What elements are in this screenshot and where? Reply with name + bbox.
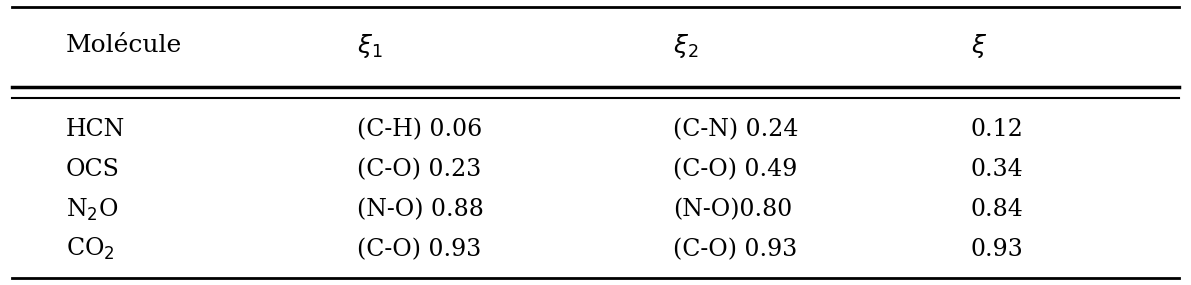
Text: Molécule: Molécule bbox=[66, 34, 182, 57]
Text: (C-O) 0.49: (C-O) 0.49 bbox=[673, 158, 797, 181]
Text: 0.84: 0.84 bbox=[971, 198, 1023, 221]
Text: (C-O) 0.23: (C-O) 0.23 bbox=[357, 158, 481, 181]
Text: (C-H) 0.06: (C-H) 0.06 bbox=[357, 118, 482, 141]
Text: $\xi_2$: $\xi_2$ bbox=[673, 32, 698, 60]
Text: (C-O) 0.93: (C-O) 0.93 bbox=[673, 238, 797, 261]
Text: $\xi$: $\xi$ bbox=[971, 32, 987, 60]
Text: 0.93: 0.93 bbox=[971, 238, 1023, 261]
Text: (C-N) 0.24: (C-N) 0.24 bbox=[673, 118, 798, 141]
Text: OCS: OCS bbox=[66, 158, 119, 181]
Text: CO$_2$: CO$_2$ bbox=[66, 236, 114, 262]
Text: (N-O)0.80: (N-O)0.80 bbox=[673, 198, 792, 221]
Text: $\xi_1$: $\xi_1$ bbox=[357, 32, 382, 60]
Text: N$_2$O: N$_2$O bbox=[66, 196, 118, 223]
Text: 0.12: 0.12 bbox=[971, 118, 1023, 141]
Text: (C-O) 0.93: (C-O) 0.93 bbox=[357, 238, 481, 261]
Text: 0.34: 0.34 bbox=[971, 158, 1023, 181]
Text: (N-O) 0.88: (N-O) 0.88 bbox=[357, 198, 485, 221]
Text: HCN: HCN bbox=[66, 118, 125, 141]
